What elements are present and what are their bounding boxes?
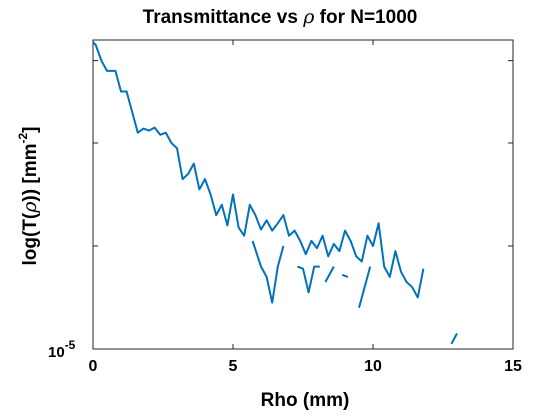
series-line-segment bbox=[358, 266, 372, 309]
x-tick-label: 5 bbox=[229, 358, 238, 375]
series-line-segment bbox=[297, 265, 320, 294]
x-tick-label: 15 bbox=[504, 358, 522, 375]
series-line-segment bbox=[324, 266, 335, 283]
x-tick-label: 0 bbox=[89, 358, 98, 375]
y-axis-label: log(T(ρ)) [mm-2] bbox=[15, 126, 42, 266]
chart-title: Transmittance vs ρ for N=1000 bbox=[142, 6, 418, 28]
x-tick-label: 10 bbox=[364, 358, 382, 375]
series-line-segment bbox=[341, 273, 349, 278]
axes-box bbox=[92, 39, 514, 350]
y-tick-label-min: 10-5 bbox=[48, 338, 76, 361]
x-axis-label: Rho (mm) bbox=[260, 390, 350, 411]
series-line-segment bbox=[92, 41, 425, 299]
series-line-segment bbox=[450, 333, 458, 345]
series-line-segment bbox=[251, 240, 285, 304]
